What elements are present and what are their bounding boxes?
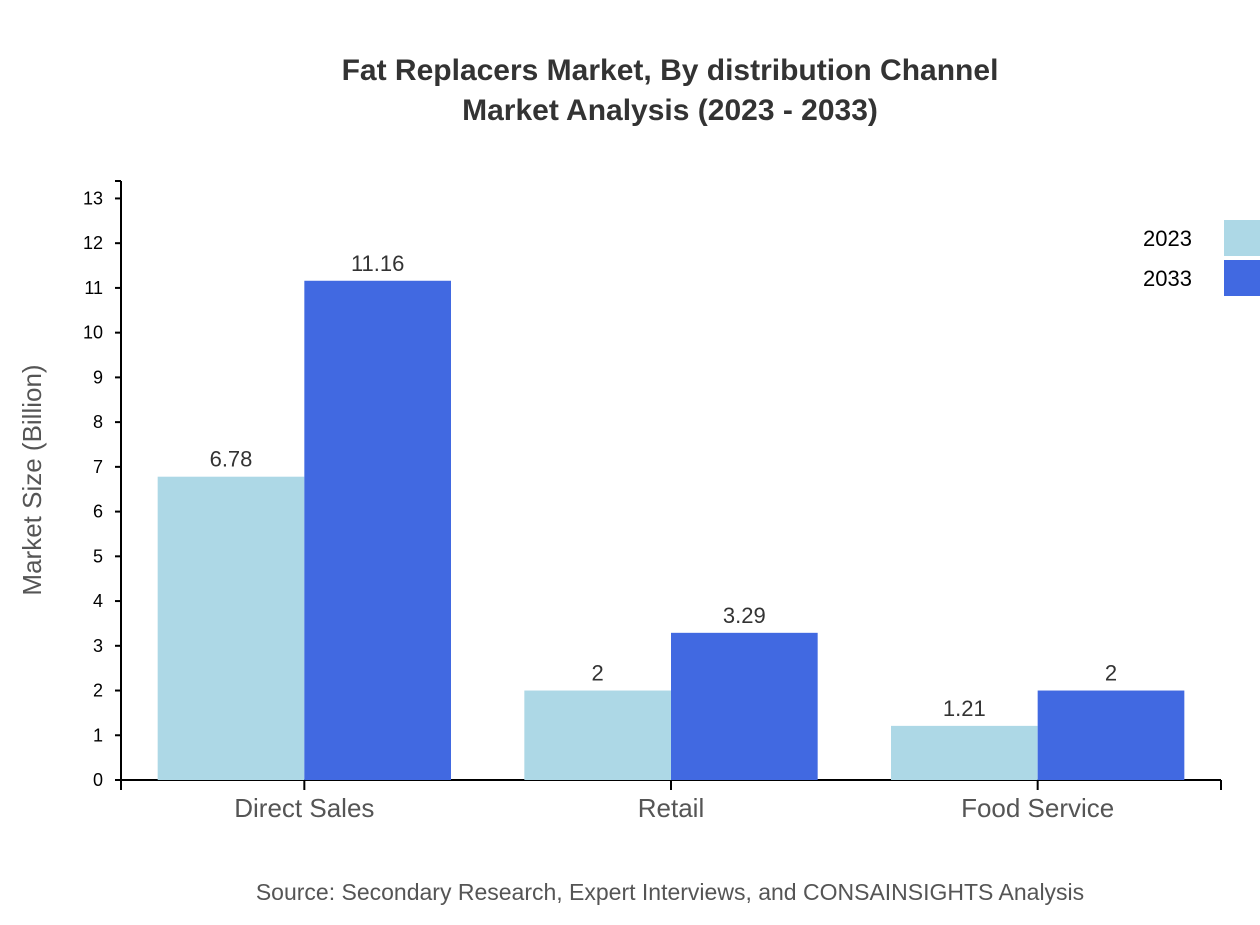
x-tick-label: Food Service — [961, 793, 1114, 823]
bars: 6.78 11.16 2 3.29 1.21 2 — [157, 251, 1185, 780]
y-tick-label: 4 — [93, 591, 103, 611]
y-tick-label: 13 — [83, 188, 103, 208]
y-tick-label: 1 — [93, 725, 103, 745]
legend-swatch — [1224, 220, 1260, 256]
bar-2033 — [671, 632, 818, 780]
data-label: 11.16 — [351, 251, 404, 276]
bar-2023 — [891, 725, 1038, 780]
bar-2033 — [304, 280, 451, 780]
x-axis: Direct Sales Retail Food Service — [120, 779, 1222, 823]
y-axis-label: Market Size (Billion) — [17, 364, 47, 595]
y-tick-label: 3 — [93, 636, 103, 656]
bar-2033 — [1037, 690, 1185, 780]
data-label: 6.78 — [210, 447, 253, 472]
y-tick-label: 2 — [93, 681, 103, 701]
data-label: 2 — [1105, 661, 1117, 686]
chart-subtitle: Market Analysis (2023 - 2033) — [462, 94, 878, 127]
chart-title: Fat Replacers Market, By distribution Ch… — [342, 54, 999, 87]
legend-label: 2033 — [1143, 266, 1192, 291]
y-tick-label: 7 — [93, 457, 103, 477]
y-tick-label: 11 — [84, 278, 103, 298]
x-tick-label: Retail — [638, 793, 704, 823]
y-tick-label: 0 — [93, 770, 103, 790]
data-label: 3.29 — [723, 603, 766, 628]
legend-label: 2023 — [1143, 226, 1192, 251]
legend-swatch — [1224, 260, 1260, 296]
bar-2023 — [524, 690, 671, 780]
y-tick-label: 9 — [93, 367, 103, 387]
y-tick-label: 5 — [93, 546, 103, 566]
y-tick-label: 12 — [83, 233, 103, 253]
source-note: Source: Secondary Research, Expert Inter… — [256, 879, 1084, 905]
data-label: 2 — [592, 661, 604, 686]
x-tick-label: Direct Sales — [234, 793, 374, 823]
legend: 2023 2033 — [1143, 220, 1260, 296]
y-tick-label: 8 — [93, 412, 103, 432]
y-tick-label: 6 — [93, 502, 103, 522]
bar-2023 — [157, 476, 305, 780]
data-label: 1.21 — [943, 696, 986, 721]
y-tick-label: 10 — [83, 323, 103, 343]
